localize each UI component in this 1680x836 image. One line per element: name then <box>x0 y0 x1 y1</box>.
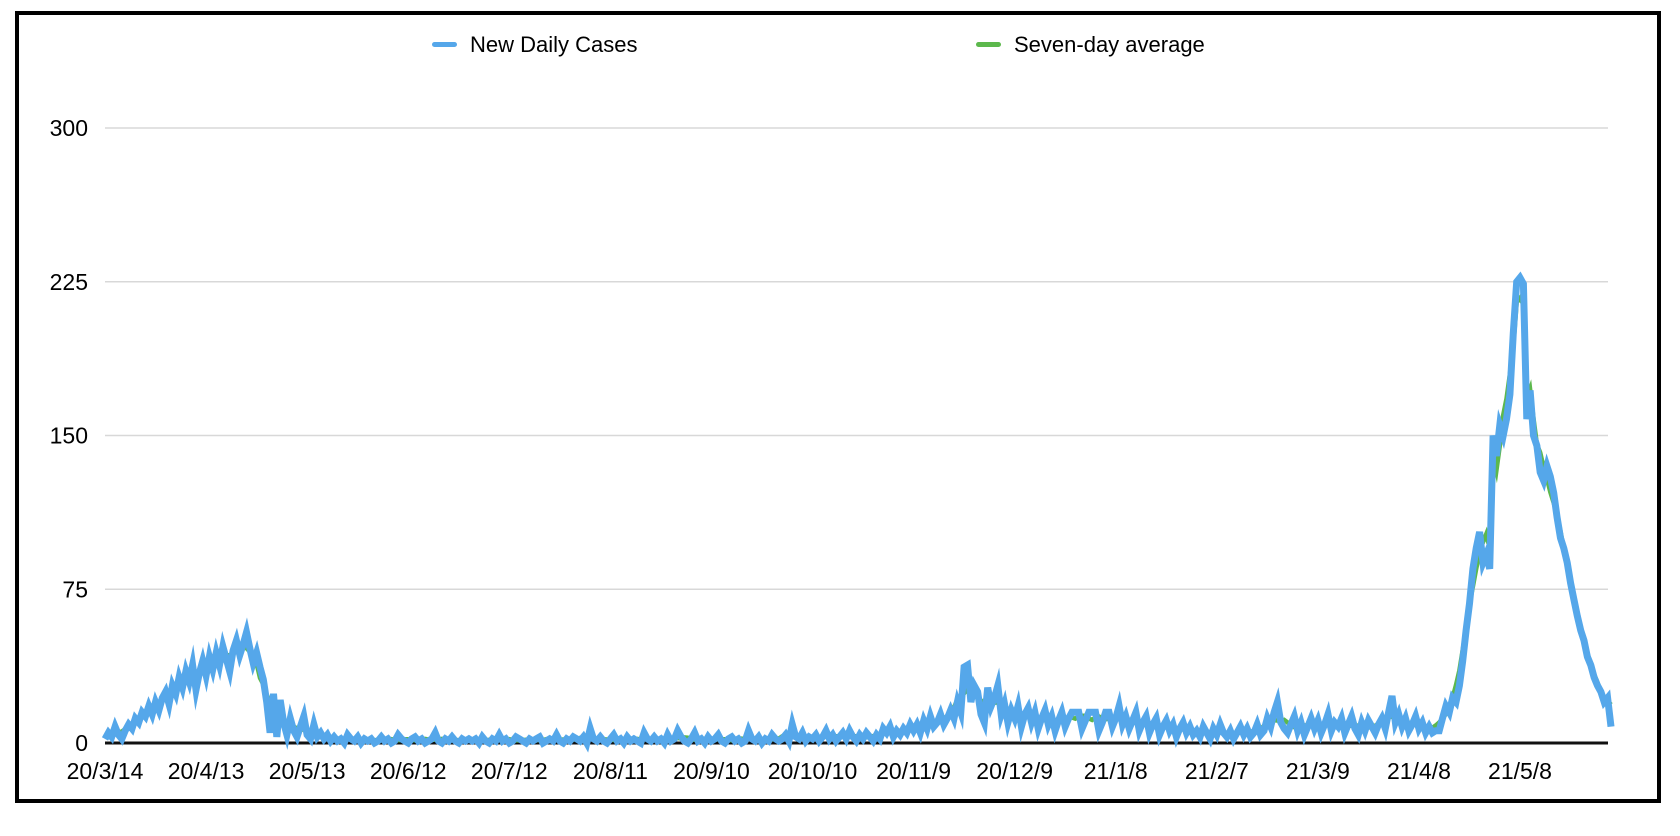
x-axis-tick-label: 20/11/9 <box>876 758 951 784</box>
x-axis-tick-label: 20/5/13 <box>269 758 346 784</box>
daily-series-swatch <box>432 42 457 47</box>
y-axis-tick-label: 225 <box>50 269 88 295</box>
x-axis-tick-label: 21/3/9 <box>1286 758 1350 784</box>
y-axis-tick-label: 150 <box>50 423 88 449</box>
y-axis-tick-label: 75 <box>62 576 88 602</box>
x-axis-tick-label: 21/4/8 <box>1387 758 1451 784</box>
legend-item-seven-day-average[interactable]: Seven-day average <box>976 32 1205 57</box>
x-axis-tick-label: 20/9/10 <box>673 758 750 784</box>
x-axis-tick-label: 20/10/10 <box>768 758 858 784</box>
x-axis-tick-label: 20/6/12 <box>370 758 447 784</box>
y-axis-tick-label: 300 <box>50 115 88 141</box>
x-axis-tick-label: 20/4/13 <box>168 758 245 784</box>
legend-item-new-daily-cases[interactable]: New Daily Cases <box>432 32 638 57</box>
y-axis-tick-label: 0 <box>75 730 88 756</box>
x-axis-tick-label: 21/1/8 <box>1084 758 1148 784</box>
x-axis-tick-label: 20/8/11 <box>573 758 648 784</box>
x-axis-tick-label: 21/5/8 <box>1488 758 1552 784</box>
series-seven-day-average-line <box>104 294 1613 743</box>
legend-label-new-daily-cases: New Daily Cases <box>470 32 638 57</box>
x-axis-tick-label: 20/7/12 <box>471 758 548 784</box>
average-series-swatch <box>976 42 1001 47</box>
x-axis-tick-label: 21/2/7 <box>1185 758 1249 784</box>
x-axis-tick-label: 20/12/9 <box>976 758 1053 784</box>
x-axis-tick-label: 20/3/14 <box>67 758 144 784</box>
chart-frame <box>15 11 1661 803</box>
series-new-daily-cases-line <box>101 271 1615 753</box>
legend-label-seven-day-average: Seven-day average <box>1014 32 1205 57</box>
